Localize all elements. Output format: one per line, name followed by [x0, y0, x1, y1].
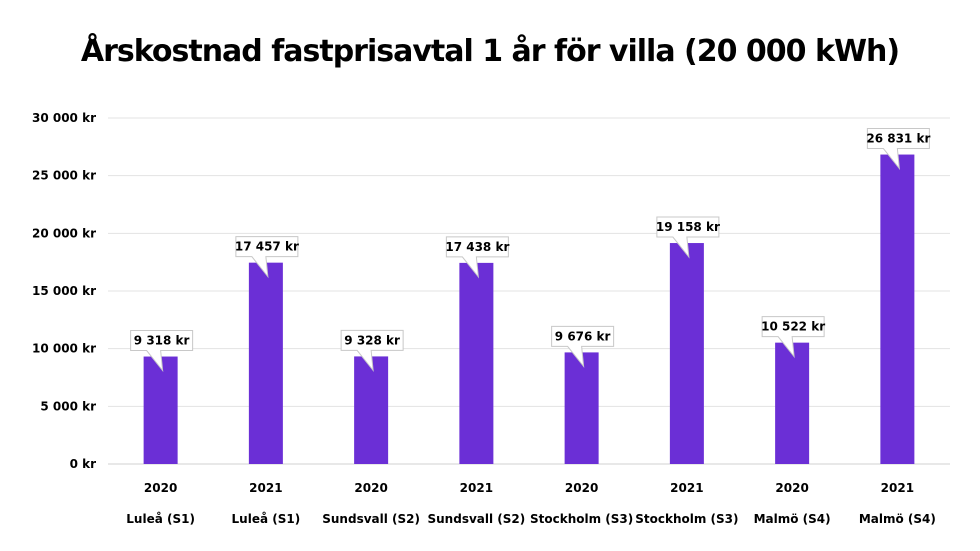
x-tick-year: 2020: [354, 481, 387, 495]
data-label-callout: [761, 316, 825, 359]
bar: [669, 243, 704, 464]
x-tick-year: 2020: [565, 481, 598, 495]
data-label-callout: [551, 325, 615, 369]
x-tick-area: Stockholm (S3): [635, 512, 738, 526]
y-tick-label: 25 000 kr: [32, 169, 96, 183]
data-label: 17 457 kr: [235, 240, 299, 254]
bar: [564, 352, 599, 464]
data-label: 9 676 kr: [555, 329, 611, 343]
data-label: 19 158 kr: [656, 220, 720, 234]
x-tick-area: Luleå (S1): [232, 512, 301, 526]
bar: [880, 154, 915, 464]
x-tick-year: 2020: [144, 481, 177, 495]
data-label-callout: [340, 329, 404, 373]
data-label: 9 318 kr: [134, 334, 190, 348]
y-tick-label: 5 000 kr: [40, 399, 96, 413]
data-label-callout: [130, 330, 194, 373]
y-tick-label: 20 000 kr: [32, 226, 96, 240]
x-tick-area: Stockholm (S3): [530, 512, 633, 526]
x-tick-area: Luleå (S1): [126, 512, 195, 526]
bar: [459, 262, 494, 464]
bar: [248, 262, 283, 464]
x-tick-year: 2021: [881, 481, 914, 495]
data-label: 9 328 kr: [344, 333, 400, 347]
y-tick-label: 30 000 kr: [32, 111, 96, 125]
x-tick-year: 2020: [775, 481, 808, 495]
data-label-callout: [235, 236, 299, 279]
chart-title: Årskostnad fastprisavtal 1 år för villa …: [80, 34, 900, 69]
x-tick-year: 2021: [460, 481, 493, 495]
bar: [354, 356, 389, 464]
data-label: 17 438 kr: [445, 240, 509, 254]
data-label: 26 831 kr: [866, 132, 930, 146]
bar: [775, 342, 810, 464]
data-label-callout: [656, 216, 720, 259]
bar: [143, 356, 178, 464]
x-tick-year: 2021: [670, 481, 703, 495]
x-tick-area: Sundsvall (S2): [428, 512, 526, 526]
x-tick-area: Malmö (S4): [754, 512, 831, 526]
y-tick-label: 10 000 kr: [32, 342, 96, 356]
data-label-callout: [445, 236, 509, 279]
data-label: 10 522 kr: [761, 320, 825, 334]
y-tick-label: 0 kr: [70, 457, 97, 471]
x-tick-year: 2021: [249, 481, 282, 495]
y-tick-label: 15 000 kr: [32, 284, 96, 298]
x-tick-area: Malmö (S4): [859, 512, 936, 526]
x-tick-area: Sundsvall (S2): [322, 512, 420, 526]
data-label-callout: [866, 128, 930, 171]
